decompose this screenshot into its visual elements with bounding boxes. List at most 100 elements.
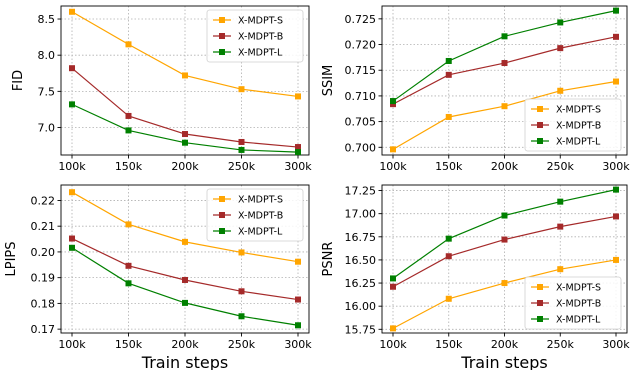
x-tick-label: 300k (602, 338, 630, 351)
data-point-x-mdpt-s (182, 238, 188, 245)
y-tick-label: 0.705 (345, 116, 377, 129)
data-point-x-mdpt-s (557, 87, 564, 94)
data-point-x-mdpt-l (182, 139, 188, 146)
data-point-x-mdpt-l (390, 275, 396, 282)
x-axis-label: Train steps (460, 353, 547, 370)
x-tick-label: 150k (435, 338, 463, 351)
x-tick-label: 250k (547, 338, 575, 351)
y-tick-label: 8.0 (38, 49, 56, 62)
legend-entry-x-mdpt-b: X-MDPT-B (556, 299, 601, 310)
data-point-x-mdpt-b (238, 138, 245, 145)
data-point-x-mdpt-b (557, 223, 564, 230)
data-point-x-mdpt-l (557, 19, 564, 26)
data-point-x-mdpt-b (501, 236, 508, 243)
data-point-x-mdpt-b (445, 253, 452, 260)
data-point-x-mdpt-l (613, 186, 619, 193)
data-point-x-mdpt-l (125, 280, 132, 287)
data-point-x-mdpt-l (295, 322, 301, 329)
x-tick-label: 300k (602, 160, 630, 173)
x-axis-label: Train steps (141, 353, 228, 370)
legend-swatch-marker (219, 33, 225, 39)
legend-entry-x-mdpt-b: X-MDPT-B (238, 32, 283, 43)
legend-entry-x-mdpt-s: X-MDPT-S (556, 283, 601, 294)
y-axis-label: PSNR (321, 242, 336, 277)
data-point-x-mdpt-s (238, 86, 245, 93)
data-point-x-mdpt-b (182, 131, 188, 138)
x-tick-label: 250k (228, 160, 256, 173)
data-point-x-mdpt-l (238, 313, 245, 320)
data-point-x-mdpt-s (501, 103, 508, 110)
chart-panel-lpips: 100k 150k 200k 250k 300k 0.17 0.18 0.19 0.20 0.21… (4, 184, 312, 370)
data-point-x-mdpt-s (182, 72, 188, 79)
data-point-x-mdpt-s (125, 41, 132, 48)
chart-panel-fid: 100k 150k 200k 250k 300k 7.0 7.5 8.0 8.5 FID X-MDP… (11, 5, 312, 173)
x-tick-label: 100k (379, 160, 407, 173)
y-tick-label: 7.0 (38, 122, 56, 135)
legend-box (206, 9, 304, 63)
data-point-x-mdpt-b (445, 71, 452, 78)
y-tick-label: 7.5 (38, 85, 56, 98)
data-point-x-mdpt-b (295, 144, 301, 151)
x-tick-label: 300k (284, 160, 312, 173)
data-point-x-mdpt-b (613, 213, 619, 220)
legend-swatch-marker (537, 106, 543, 112)
data-point-x-mdpt-l (295, 149, 301, 156)
legend-entry-x-mdpt-l: X-MDPT-L (238, 48, 283, 59)
x-tick-label: 100k (58, 160, 86, 173)
y-tick-label: 0.720 (345, 39, 377, 52)
legend-swatch-marker (537, 122, 543, 128)
y-tick-label: 0.700 (345, 141, 377, 154)
legend-swatch-marker (537, 138, 543, 144)
legend-entry-x-mdpt-s: X-MDPT-S (556, 105, 601, 116)
data-point-x-mdpt-s (238, 249, 245, 256)
data-point-x-mdpt-l (501, 212, 508, 219)
data-point-x-mdpt-l (182, 299, 188, 306)
y-tick-label: 0.725 (345, 13, 377, 26)
legend-swatch-marker (537, 300, 543, 306)
chart-panel-ssim: 100k 150k 200k 250k 300k 0.700 0.705 0.710 0.715… (321, 5, 630, 173)
x-tick-label: 150k (435, 160, 463, 173)
legend-entry-x-mdpt-l: X-MDPT-L (238, 227, 283, 238)
x-tick-label: 100k (58, 338, 86, 351)
y-tick-label: 16.25 (345, 277, 377, 290)
x-tick-label: 150k (115, 338, 143, 351)
legend-swatch-marker (537, 284, 543, 290)
data-point-x-mdpt-l (557, 198, 564, 205)
legend-box (524, 98, 622, 152)
legend: X-MDPT-S X-MDPT-B X-MDPT-L (524, 98, 622, 152)
legend: X-MDPT-S X-MDPT-B X-MDPT-L (206, 9, 304, 63)
legend-entry-x-mdpt-l: X-MDPT-L (556, 137, 601, 148)
legend-box (206, 188, 304, 242)
data-point-x-mdpt-b (390, 283, 396, 290)
data-point-x-mdpt-b (501, 60, 508, 67)
data-point-x-mdpt-l (125, 127, 132, 134)
data-point-x-mdpt-b (125, 262, 132, 269)
x-tick-label: 150k (115, 160, 143, 173)
y-tick-label: 17.25 (345, 185, 377, 198)
legend-entry-x-mdpt-b: X-MDPT-B (556, 121, 601, 132)
data-point-x-mdpt-s (390, 146, 396, 153)
y-tick-label: 0.18 (31, 297, 56, 310)
y-tick-label: 0.20 (31, 246, 56, 259)
data-point-x-mdpt-l (613, 7, 619, 14)
legend-swatch-marker (219, 212, 225, 218)
legend-swatch-marker (219, 228, 225, 234)
data-point-x-mdpt-l (238, 146, 245, 153)
y-tick-label: 8.5 (38, 13, 56, 26)
y-axis-label: LPIPS (4, 241, 19, 276)
x-tick-label: 200k (491, 160, 519, 173)
data-point-x-mdpt-b (557, 45, 564, 52)
data-point-x-mdpt-l (445, 57, 452, 64)
data-point-x-mdpt-s (501, 280, 508, 287)
y-axis-label: FID (11, 70, 26, 91)
legend: X-MDPT-S X-MDPT-B X-MDPT-L (524, 276, 622, 330)
chart-panel-psnr: 100k 150k 200k 250k 300k 15.75 16.00 16.25 16.50… (321, 184, 630, 370)
legend-swatch-marker (219, 196, 225, 202)
data-point-x-mdpt-s (445, 113, 452, 120)
x-tick-label: 250k (547, 160, 575, 173)
y-tick-label: 0.22 (31, 194, 56, 207)
y-tick-label: 0.17 (31, 323, 56, 336)
legend-entry-x-mdpt-s: X-MDPT-S (238, 195, 283, 206)
data-point-x-mdpt-s (557, 266, 564, 273)
